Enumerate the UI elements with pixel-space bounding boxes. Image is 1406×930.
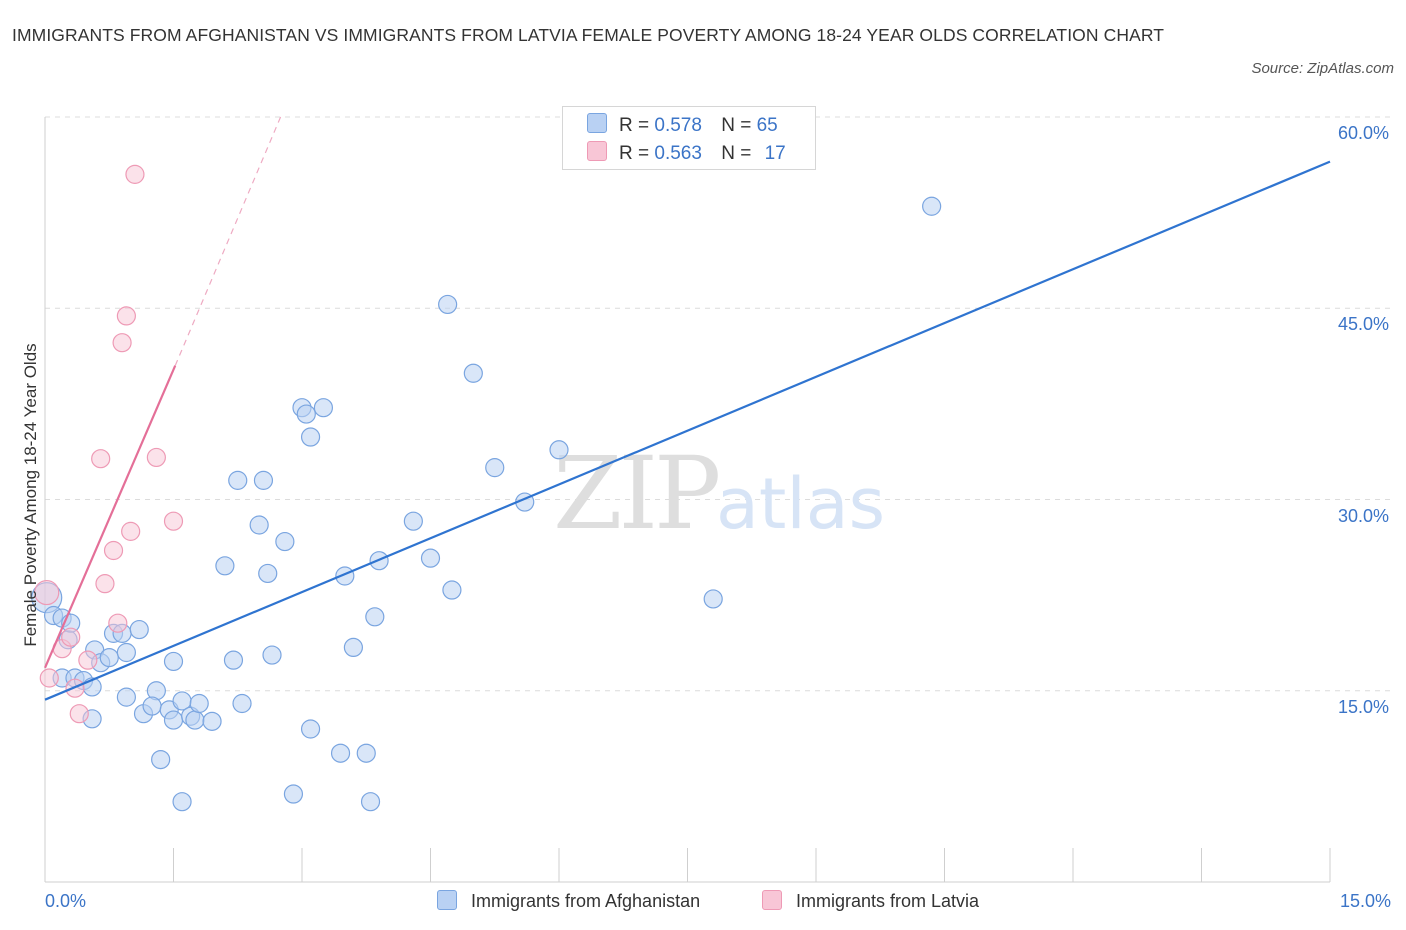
point-afghanistan-44 <box>356 743 376 763</box>
grid-lines <box>45 116 1392 692</box>
point-latvia-14 <box>125 164 145 184</box>
point-afghanistan-47 <box>172 792 192 812</box>
point-latvia-9 <box>103 540 124 561</box>
legend-item-afghanistan: Immigrants from Afghanistan <box>437 890 700 912</box>
legend-r-latvia: 0.563 <box>654 143 702 164</box>
point-afghanistan-10 <box>99 647 119 668</box>
point-afghanistan-13 <box>116 642 136 663</box>
point-latvia-16 <box>163 511 184 531</box>
point-afghanistan-26 <box>202 711 222 731</box>
trend-line-afghanistan <box>44 160 1331 701</box>
y-tick-label-0: 15.0% <box>1338 696 1390 717</box>
watermark-zip: ZIP <box>553 435 718 552</box>
y-tick-label-2: 45.0% <box>1338 314 1390 335</box>
point-latvia-3 <box>61 627 81 647</box>
point-latvia-12 <box>112 333 132 353</box>
point-afghanistan-41 <box>313 398 334 418</box>
point-latvia-15 <box>146 447 166 468</box>
point-afghanistan-57 <box>463 363 483 383</box>
watermark-atlas: atlas <box>716 463 885 545</box>
point-latvia-0 <box>34 579 60 606</box>
point-afghanistan-39 <box>296 404 316 424</box>
point-afghanistan-37 <box>275 531 295 552</box>
point-afghanistan-30 <box>223 650 244 670</box>
trend-extension-latvia <box>174 116 282 366</box>
legend-swatch-afghanistan-bottom <box>437 890 457 910</box>
legend-swatch-afghanistan <box>587 113 607 133</box>
point-afghanistan-33 <box>249 515 269 535</box>
legend-item-latvia: Immigrants from Latvia <box>762 890 979 912</box>
point-afghanistan-40 <box>300 427 321 447</box>
point-afghanistan-42 <box>300 719 321 739</box>
point-afghanistan-35 <box>258 563 278 584</box>
point-afghanistan-19 <box>142 696 162 716</box>
series-latvia-points <box>34 164 184 724</box>
point-afghanistan-48 <box>151 749 171 770</box>
point-afghanistan-62 <box>922 196 942 216</box>
y-axis-title: Female Poverty Among 18-24 Year Olds <box>21 343 40 647</box>
point-latvia-6 <box>78 650 98 670</box>
source-label: Source: ZipAtlas.com <box>1251 60 1394 77</box>
point-afghanistan-25 <box>189 693 209 714</box>
legend-swatch-latvia <box>587 141 607 161</box>
point-afghanistan-24 <box>185 710 205 730</box>
trend-line-latvia <box>43 365 177 669</box>
legend-n-afghanistan: 65 <box>756 115 778 136</box>
legend-n-latvia: 17 <box>764 143 786 164</box>
x-tick-label-max: 15.0% <box>1340 891 1392 911</box>
point-afghanistan-60 <box>549 440 569 460</box>
legend-swatch-latvia-bottom <box>762 890 782 910</box>
point-afghanistan-43 <box>330 743 351 763</box>
legend-label-afghanistan: Immigrants from Afghanistan <box>471 891 701 911</box>
stats-legend: R = 0.578 N = 65 R = 0.563 N = 17 <box>562 106 816 170</box>
point-afghanistan-56 <box>438 294 458 315</box>
point-afghanistan-16 <box>116 687 136 707</box>
point-afghanistan-45 <box>360 792 381 812</box>
point-afghanistan-29 <box>215 556 235 576</box>
point-latvia-13 <box>116 306 136 326</box>
x-tick-label-min: 0.0% <box>45 891 87 911</box>
y-tick-label-1: 30.0% <box>1338 505 1390 526</box>
point-afghanistan-34 <box>253 470 274 490</box>
point-afghanistan-58 <box>485 458 505 478</box>
legend-r-afghanistan: 0.578 <box>654 115 702 136</box>
point-latvia-5 <box>69 704 89 724</box>
point-latvia-11 <box>121 521 141 541</box>
point-afghanistan-31 <box>228 470 248 490</box>
legend-label-latvia: Immigrants from Latvia <box>796 891 980 911</box>
trend-lines <box>43 116 1331 701</box>
point-afghanistan-53 <box>403 511 423 531</box>
point-afghanistan-36 <box>262 645 282 665</box>
point-afghanistan-51 <box>365 607 385 627</box>
point-latvia-1 <box>39 668 59 688</box>
point-afghanistan-28 <box>163 651 184 672</box>
point-afghanistan-61 <box>703 589 723 609</box>
point-afghanistan-50 <box>343 637 363 658</box>
chart-title: IMMIGRANTS FROM AFGHANISTAN VS IMMIGRANT… <box>12 25 1165 45</box>
point-afghanistan-54 <box>420 548 441 568</box>
x-ticks <box>44 848 1331 882</box>
point-afghanistan-55 <box>442 580 462 600</box>
legend-row-latvia: R = 0.563 N = 17 <box>587 141 786 165</box>
y-tick-label-3: 60.0% <box>1338 123 1390 143</box>
point-afghanistan-32 <box>232 693 252 714</box>
point-latvia-10 <box>108 613 128 633</box>
point-afghanistan-46 <box>283 784 304 804</box>
point-latvia-7 <box>91 449 111 469</box>
point-afghanistan-21 <box>163 710 184 730</box>
legend-row-afghanistan: R = 0.578 N = 65 <box>587 113 778 137</box>
watermark: ZIP atlas <box>553 435 885 552</box>
point-latvia-8 <box>95 574 115 594</box>
point-afghanistan-15 <box>129 619 149 640</box>
